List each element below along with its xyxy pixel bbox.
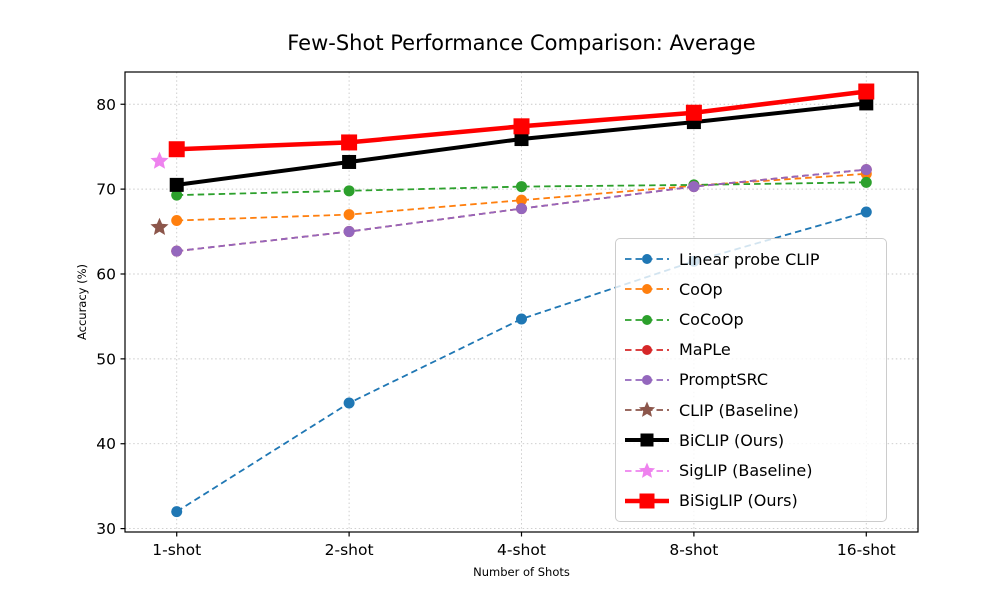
data-point-marker bbox=[150, 151, 169, 169]
legend-swatch-icon bbox=[625, 462, 669, 478]
series-bisiglip-ours bbox=[168, 83, 875, 158]
legend-swatch-icon bbox=[625, 314, 669, 325]
series-coop bbox=[171, 168, 872, 227]
y-tick-label: 60 bbox=[96, 265, 116, 283]
y-axis-label: Accuracy (%) bbox=[75, 263, 89, 341]
legend: Linear probe CLIP CoOp CoCoOp MaPLe PromptSR… bbox=[615, 238, 887, 522]
legend-item-promptsrc: PromptSRC bbox=[624, 370, 878, 390]
legend-item-bisiglip-ours: BiSigLIP (Ours) bbox=[624, 491, 878, 511]
y-tick-label: 70 bbox=[96, 181, 116, 199]
data-point-marker bbox=[688, 181, 700, 193]
legend-item-maple: MaPLe bbox=[624, 340, 878, 360]
legend-label: CLIP (Baseline) bbox=[679, 400, 799, 420]
legend-item-cocoop: CoCoOp bbox=[624, 310, 878, 330]
y-tick-label: 50 bbox=[96, 350, 116, 368]
data-point-marker bbox=[150, 217, 169, 235]
data-point-marker bbox=[860, 164, 872, 176]
x-tick-label: 16-shot bbox=[837, 541, 896, 559]
legend-swatch-icon bbox=[625, 401, 669, 418]
x-tick-label: 1-shot bbox=[152, 541, 201, 559]
data-point-marker bbox=[171, 506, 183, 518]
data-point-marker bbox=[168, 141, 185, 158]
legend-item-siglip-baseline: SigLIP (Baseline) bbox=[624, 461, 878, 481]
legend-item-biclip-ours: BiCLIP (Ours) bbox=[624, 430, 878, 450]
data-point-marker bbox=[860, 176, 872, 188]
data-point-marker bbox=[343, 209, 355, 221]
legend-item-clip-baseline: CLIP (Baseline) bbox=[624, 400, 878, 420]
data-point-marker bbox=[859, 96, 874, 111]
legend-swatch-icon bbox=[625, 284, 669, 295]
data-point-marker bbox=[858, 83, 875, 100]
legend-swatch-icon bbox=[625, 374, 669, 385]
x-axis-label: Number of Shots bbox=[473, 565, 570, 579]
y-tick-label: 30 bbox=[96, 520, 116, 538]
data-point-marker bbox=[171, 189, 183, 201]
data-point-marker bbox=[169, 177, 184, 192]
y-tick-label: 40 bbox=[96, 435, 116, 453]
x-tick-label: 2-shot bbox=[325, 541, 374, 559]
legend-swatch-icon bbox=[625, 344, 669, 355]
legend-swatch-icon bbox=[625, 433, 669, 447]
data-point-marker bbox=[342, 154, 357, 169]
data-point-marker bbox=[516, 181, 527, 193]
data-point-marker bbox=[343, 226, 355, 238]
data-point-marker bbox=[341, 134, 358, 151]
data-point-marker bbox=[343, 397, 355, 409]
data-point-marker bbox=[860, 206, 872, 218]
data-point-marker bbox=[516, 194, 527, 206]
legend-item-linear-probe-clip: Linear probe CLIP bbox=[624, 249, 878, 269]
data-point-marker bbox=[171, 215, 183, 227]
data-point-marker bbox=[516, 203, 527, 215]
data-point-marker bbox=[171, 245, 183, 257]
legend-label: CoCoOp bbox=[679, 310, 744, 330]
data-point-marker bbox=[685, 104, 702, 121]
data-point-marker bbox=[514, 132, 529, 147]
legend-label: Linear probe CLIP bbox=[679, 249, 820, 269]
legend-label: MaPLe bbox=[679, 340, 731, 360]
legend-label: BiCLIP (Ours) bbox=[679, 430, 785, 450]
x-tick-label: 8-shot bbox=[669, 541, 718, 559]
series-siglip-baseline bbox=[150, 151, 169, 169]
legend-label: CoOp bbox=[679, 279, 723, 299]
y-tick-label: 80 bbox=[96, 96, 116, 114]
series-promptsrc bbox=[171, 164, 872, 257]
x-tick-label: 4-shot bbox=[497, 541, 546, 559]
legend-label: SigLIP (Baseline) bbox=[679, 461, 813, 481]
legend-label: BiSigLIP (Ours) bbox=[679, 491, 798, 511]
data-point-marker bbox=[513, 118, 530, 135]
legend-swatch-icon bbox=[625, 254, 669, 265]
data-point-marker bbox=[343, 185, 355, 197]
legend-item-coop: CoOp bbox=[624, 279, 878, 299]
axis-ticks: 30 40 50 60 70 80 1-shot 2-shot 4-shot 8-shot 16-s… bbox=[96, 96, 895, 559]
chart-title: Few-Shot Performance Comparison: Average bbox=[287, 31, 756, 55]
data-point-marker bbox=[516, 313, 527, 325]
legend-label: PromptSRC bbox=[679, 370, 769, 390]
legend-swatch-icon bbox=[625, 493, 669, 509]
series-clip-baseline bbox=[150, 217, 169, 235]
